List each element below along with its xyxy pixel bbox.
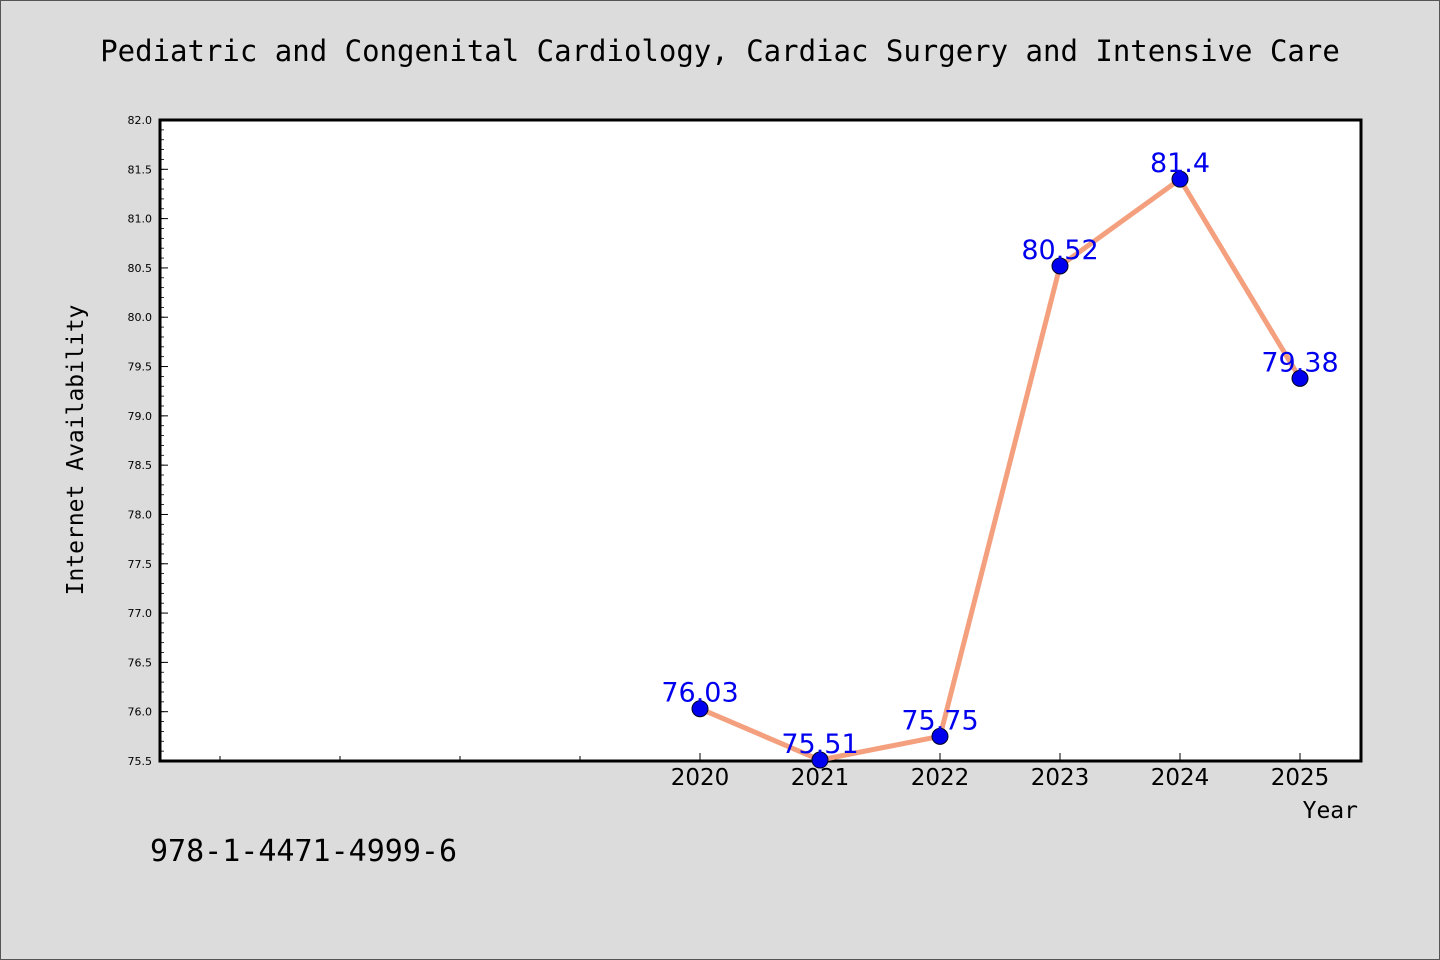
data-label: 80.52	[1021, 235, 1098, 266]
data-point-marker	[1051, 257, 1069, 275]
x-axis-ticks: 2020 2021 2022 2023 2024 2025	[219, 753, 1330, 791]
data-label: 75.75	[901, 705, 978, 736]
data-labels-group: 76.03 75.51 75.75 80.52 81.4 79.38	[661, 148, 1338, 760]
chart-title: Pediatric and Congenital Cardiology, Car…	[100, 34, 1340, 68]
data-label: 79.38	[1261, 347, 1338, 378]
data-label: 75.51	[781, 729, 858, 760]
y-tick-label: 82.0	[128, 114, 153, 127]
y-tick-label: 76.0	[128, 706, 153, 719]
data-label: 81.4	[1150, 148, 1210, 179]
data-point-marker	[691, 700, 709, 718]
x-tick-label: 2025	[1271, 765, 1330, 791]
y-tick-label: 77.5	[128, 558, 153, 571]
y-tick-label: 78.5	[128, 459, 153, 472]
y-axis-ticks: 75.5 76.0 76.5 77.0 77.5 78.0 78.5 79.0 79.5 80.0…	[128, 114, 168, 768]
data-point-marker	[1291, 369, 1309, 387]
y-tick-label: 76.5	[128, 656, 153, 669]
x-tick-label: 2024	[1151, 765, 1210, 791]
x-tick-label: 2022	[911, 765, 970, 791]
x-tick-label: 2021	[791, 765, 850, 791]
data-point-marker	[1171, 170, 1189, 188]
x-tick-label: 2020	[671, 765, 730, 791]
y-tick-label: 79.5	[128, 361, 153, 374]
isbn-footnote: 978-1-4471-4999-6	[150, 834, 458, 869]
y-tick-label: 80.0	[128, 311, 153, 324]
x-axis-label: Year	[1302, 798, 1358, 824]
y-tick-label: 81.5	[128, 163, 153, 176]
data-point-marker	[811, 751, 829, 769]
y-tick-label: 77.0	[128, 607, 153, 620]
x-tick-label: 2023	[1031, 765, 1090, 791]
y-tick-label: 80.5	[128, 262, 153, 275]
plot-area	[158, 118, 1363, 763]
data-label: 76.03	[661, 678, 738, 709]
markers-group	[691, 170, 1309, 769]
y-tick-label: 79.0	[128, 410, 153, 423]
y-tick-label: 75.5	[128, 755, 153, 768]
series-line	[699, 176, 1303, 763]
y-tick-label: 78.0	[128, 508, 153, 521]
y-tick-label: 81.0	[128, 213, 153, 226]
data-point-marker	[931, 727, 949, 745]
series-line-group	[699, 176, 1303, 763]
